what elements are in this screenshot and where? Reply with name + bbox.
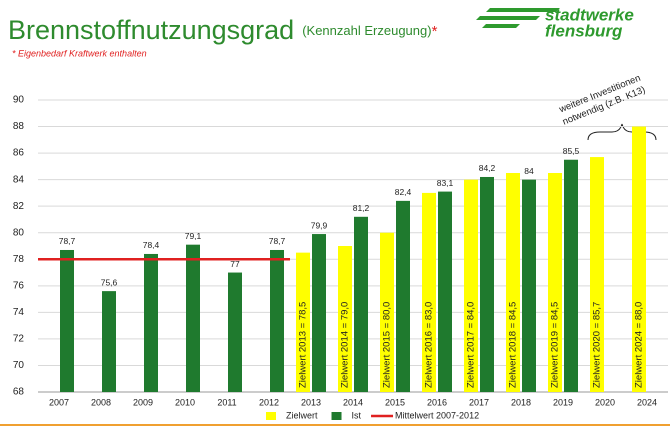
x-tick-label: 2015 bbox=[385, 397, 405, 407]
bar bbox=[354, 216, 368, 392]
value-label: 84,2 bbox=[479, 163, 496, 173]
value-label: Zielwert 2015 = 80,0 bbox=[382, 302, 393, 388]
bar bbox=[380, 232, 394, 392]
legend-label: Ist bbox=[352, 410, 362, 420]
logo-line2: flensburg bbox=[545, 21, 623, 40]
value-label: 78,7 bbox=[269, 236, 286, 246]
x-tick-label: 2017 bbox=[469, 397, 489, 407]
bar bbox=[60, 249, 74, 392]
y-tick-label: 78 bbox=[13, 254, 25, 265]
value-label: Zielwert 2014 = 79,0 bbox=[340, 302, 351, 388]
y-tick-label: 68 bbox=[13, 387, 25, 398]
bar bbox=[186, 244, 200, 392]
logo: stadtwerke flensburg bbox=[476, 5, 634, 40]
value-label: 84 bbox=[524, 166, 534, 176]
logo-stripes bbox=[476, 8, 560, 28]
subtitle: (Kennzahl Erzeugung) bbox=[302, 23, 431, 38]
x-tick-label: 2012 bbox=[259, 397, 279, 407]
bar bbox=[296, 252, 310, 392]
bar bbox=[438, 191, 452, 392]
bar bbox=[338, 246, 352, 392]
value-label: 77 bbox=[230, 259, 240, 269]
value-label: 79,9 bbox=[311, 220, 328, 230]
x-tick-label: 2020 bbox=[595, 397, 615, 407]
y-tick-label: 86 bbox=[13, 148, 25, 159]
value-label: 81,2 bbox=[353, 203, 370, 213]
y-tick-label: 76 bbox=[13, 280, 25, 291]
bar bbox=[522, 179, 536, 392]
x-tick-label: 2011 bbox=[217, 397, 236, 407]
x-tick-label: 2008 bbox=[91, 397, 111, 407]
value-label: Zielwert 2017 = 84,0 bbox=[466, 302, 477, 388]
y-tick-label: 72 bbox=[13, 334, 25, 345]
bar bbox=[228, 272, 242, 392]
bar bbox=[270, 249, 284, 392]
y-tick-label: 82 bbox=[13, 201, 25, 212]
y-tick-label: 88 bbox=[13, 121, 25, 132]
y-tick-label: 84 bbox=[13, 174, 25, 185]
bar bbox=[422, 192, 436, 392]
bar bbox=[548, 173, 562, 392]
x-tick-label: 2013 bbox=[301, 397, 321, 407]
x-tick-label: 2019 bbox=[553, 397, 573, 407]
value-label: 82,4 bbox=[395, 187, 412, 197]
y-tick-label: 90 bbox=[13, 95, 25, 106]
bar bbox=[102, 291, 116, 392]
bar bbox=[396, 200, 410, 392]
legend-label: Zielwert bbox=[286, 410, 318, 420]
value-label: 85,5 bbox=[563, 146, 580, 156]
bar bbox=[480, 176, 494, 392]
x-tick-label: 2014 bbox=[343, 397, 363, 407]
title-line: Brennstoffnutzungsgrad (Kennzahl Erzeugun… bbox=[8, 15, 438, 45]
logo-line1: stadtwerke bbox=[545, 5, 634, 24]
bar bbox=[312, 234, 326, 392]
bar bbox=[506, 173, 520, 392]
value-label: Zielwert 2018 = 84,5 bbox=[508, 302, 519, 388]
bar bbox=[590, 157, 604, 392]
value-label: Zielwert 2019 = 84,5 bbox=[550, 302, 561, 388]
x-tick-label: 2010 bbox=[175, 397, 195, 407]
legend-label: Mittelwert 2007-2012 bbox=[395, 410, 479, 420]
x-tick-label: 2009 bbox=[133, 397, 153, 407]
x-tick-label: 2024 bbox=[637, 397, 657, 407]
value-label: 78,4 bbox=[143, 240, 160, 250]
bar bbox=[464, 179, 478, 392]
value-label: Zielwert 2024 = 88,0 bbox=[634, 302, 645, 388]
note: * Eigenbedarf Kraftwerk enthalten bbox=[12, 48, 147, 58]
bar bbox=[632, 126, 646, 392]
x-tick-label: 2016 bbox=[427, 397, 447, 407]
value-label: Zielwert 2016 = 83,0 bbox=[424, 302, 435, 388]
title: Brennstoffnutzungsgrad bbox=[8, 15, 294, 45]
value-label: 78,7 bbox=[59, 236, 76, 246]
asterisk: * bbox=[432, 23, 438, 40]
value-label: Zielwert 2020 = 85,7 bbox=[592, 302, 603, 388]
bar bbox=[564, 159, 578, 392]
x-tick-label: 2018 bbox=[511, 397, 531, 407]
value-label: 75,6 bbox=[101, 277, 118, 287]
brace bbox=[587, 123, 657, 141]
legend-swatch bbox=[331, 412, 342, 420]
y-tick-label: 74 bbox=[13, 307, 25, 318]
y-tick-label: 70 bbox=[13, 360, 25, 371]
value-label: 79,1 bbox=[185, 231, 202, 241]
x-tick-label: 2007 bbox=[49, 397, 69, 407]
value-label: 83,1 bbox=[437, 178, 454, 188]
value-label: Zielwert 2013 = 78,5 bbox=[298, 302, 309, 388]
legend-swatch bbox=[266, 412, 276, 420]
y-tick-label: 80 bbox=[13, 227, 25, 238]
bar bbox=[144, 253, 158, 392]
